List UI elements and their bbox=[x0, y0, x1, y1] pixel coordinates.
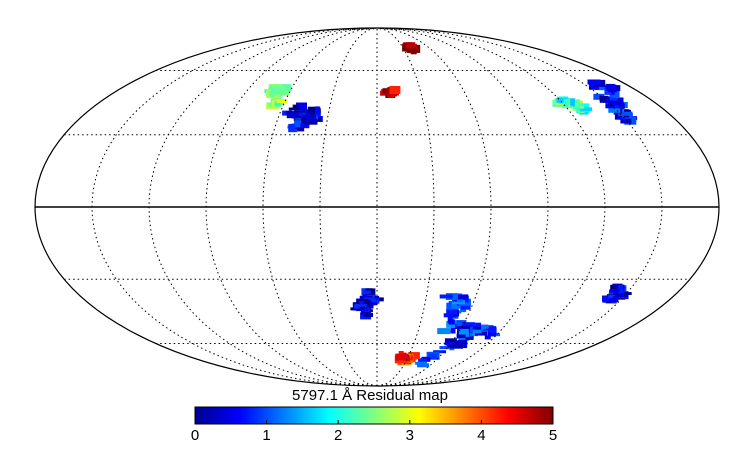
residual-pixel bbox=[446, 309, 458, 315]
residual-pixel bbox=[450, 325, 456, 334]
residual-pixel bbox=[579, 103, 590, 111]
residual-pixel bbox=[593, 93, 605, 100]
residual-pixel bbox=[618, 293, 629, 298]
residual-pixel bbox=[433, 350, 447, 354]
residual-pixel bbox=[448, 301, 454, 308]
residual-pixel bbox=[294, 125, 305, 132]
meridian-line bbox=[319, 28, 378, 386]
residual-pixel bbox=[449, 319, 454, 325]
map-title: 5797.1 Å Residual map bbox=[292, 387, 448, 404]
residual-pixel bbox=[571, 99, 580, 107]
residual-pixel bbox=[460, 303, 471, 310]
residual-pixel bbox=[462, 322, 476, 328]
residual-pixel bbox=[610, 90, 620, 98]
residual-pixel bbox=[475, 322, 482, 330]
residual-pixel bbox=[609, 298, 619, 302]
residual-pixel bbox=[451, 302, 461, 309]
residual-pixel bbox=[469, 329, 478, 337]
residual-pixel bbox=[623, 292, 632, 295]
residual-pixel bbox=[618, 111, 630, 116]
residual-pixel bbox=[314, 106, 320, 115]
meridian-line bbox=[376, 28, 435, 386]
residual-pixel bbox=[359, 306, 366, 310]
residual-pixel bbox=[439, 294, 453, 299]
residual-pixel bbox=[288, 107, 300, 111]
residual-pixel bbox=[395, 353, 409, 361]
residual-pixel bbox=[580, 107, 593, 112]
residual-pixel bbox=[624, 118, 631, 123]
colorbar-tick-label: 0 bbox=[191, 427, 199, 444]
colorbar-tick-label: 5 bbox=[549, 427, 557, 444]
map-boundary bbox=[34, 27, 720, 387]
residual-pixel bbox=[610, 85, 621, 92]
residual-pixel bbox=[458, 328, 469, 337]
residual-pixel bbox=[480, 325, 494, 332]
colorbar: 0 1 2 3 4 5 bbox=[191, 406, 557, 444]
residual-pixel bbox=[489, 326, 497, 334]
residual-pixel bbox=[354, 304, 366, 309]
residual-pixel bbox=[296, 102, 307, 111]
residual-pixel bbox=[618, 101, 624, 107]
colorbar-tick-label: 1 bbox=[262, 427, 270, 444]
residual-pixel bbox=[294, 115, 302, 119]
residual-pixel bbox=[439, 346, 450, 350]
colorbar-tick-label: 2 bbox=[334, 427, 342, 444]
residual-pixel bbox=[475, 331, 487, 336]
residual-pixel bbox=[611, 284, 625, 291]
residual-pixel bbox=[294, 120, 305, 128]
residual-pixel bbox=[306, 112, 316, 119]
residual-pixel bbox=[286, 112, 299, 119]
residual-pixel bbox=[608, 105, 621, 113]
residual-pixel bbox=[458, 338, 466, 341]
residual-pixel bbox=[288, 123, 296, 132]
residual-pixel bbox=[389, 86, 401, 94]
residual-pixel bbox=[469, 326, 481, 330]
residual-pixel bbox=[350, 307, 364, 311]
residual-pixel bbox=[443, 313, 457, 318]
colorbar-tick-label: 4 bbox=[477, 427, 485, 444]
residual-pixel bbox=[570, 98, 576, 107]
residual-pixel bbox=[456, 320, 467, 327]
residual-pixel bbox=[363, 290, 371, 298]
residual-pixel bbox=[444, 330, 451, 334]
residual-pixel bbox=[366, 298, 380, 304]
residual-pixel bbox=[457, 294, 469, 300]
residual-pixel bbox=[578, 105, 584, 109]
residual-pixel bbox=[300, 123, 310, 129]
residual-pixel bbox=[281, 84, 292, 92]
residual-pixel bbox=[294, 109, 306, 113]
residual-pixel bbox=[274, 101, 281, 107]
residual-pixel bbox=[292, 104, 299, 108]
residual-pixel bbox=[484, 332, 491, 340]
residual-pixel bbox=[307, 106, 317, 111]
residual-pixel bbox=[605, 83, 615, 91]
residual-pixel bbox=[456, 334, 466, 339]
residual-pixel bbox=[608, 99, 621, 106]
colorbar-ticks: 0 1 2 3 4 5 bbox=[191, 420, 557, 444]
residual-pixel bbox=[437, 328, 451, 335]
colorbar-tick-label: 3 bbox=[406, 427, 414, 444]
residual-pixel bbox=[309, 110, 317, 115]
residual-pixel bbox=[418, 358, 428, 363]
residual-pixel bbox=[599, 86, 605, 91]
residual-pixel bbox=[428, 354, 437, 360]
residual-pixel bbox=[417, 363, 430, 368]
residual-pixel bbox=[556, 97, 570, 103]
residual-pixel bbox=[447, 342, 459, 348]
residual-pixel bbox=[587, 79, 601, 85]
residual-pixel bbox=[618, 97, 624, 103]
residual-pixel bbox=[406, 44, 418, 49]
residual-pixel bbox=[565, 98, 572, 102]
residual-pixel bbox=[276, 99, 288, 104]
residual-data-pixels bbox=[264, 42, 638, 368]
residual-pixel bbox=[364, 313, 373, 317]
colorbar-gradient bbox=[194, 406, 554, 425]
